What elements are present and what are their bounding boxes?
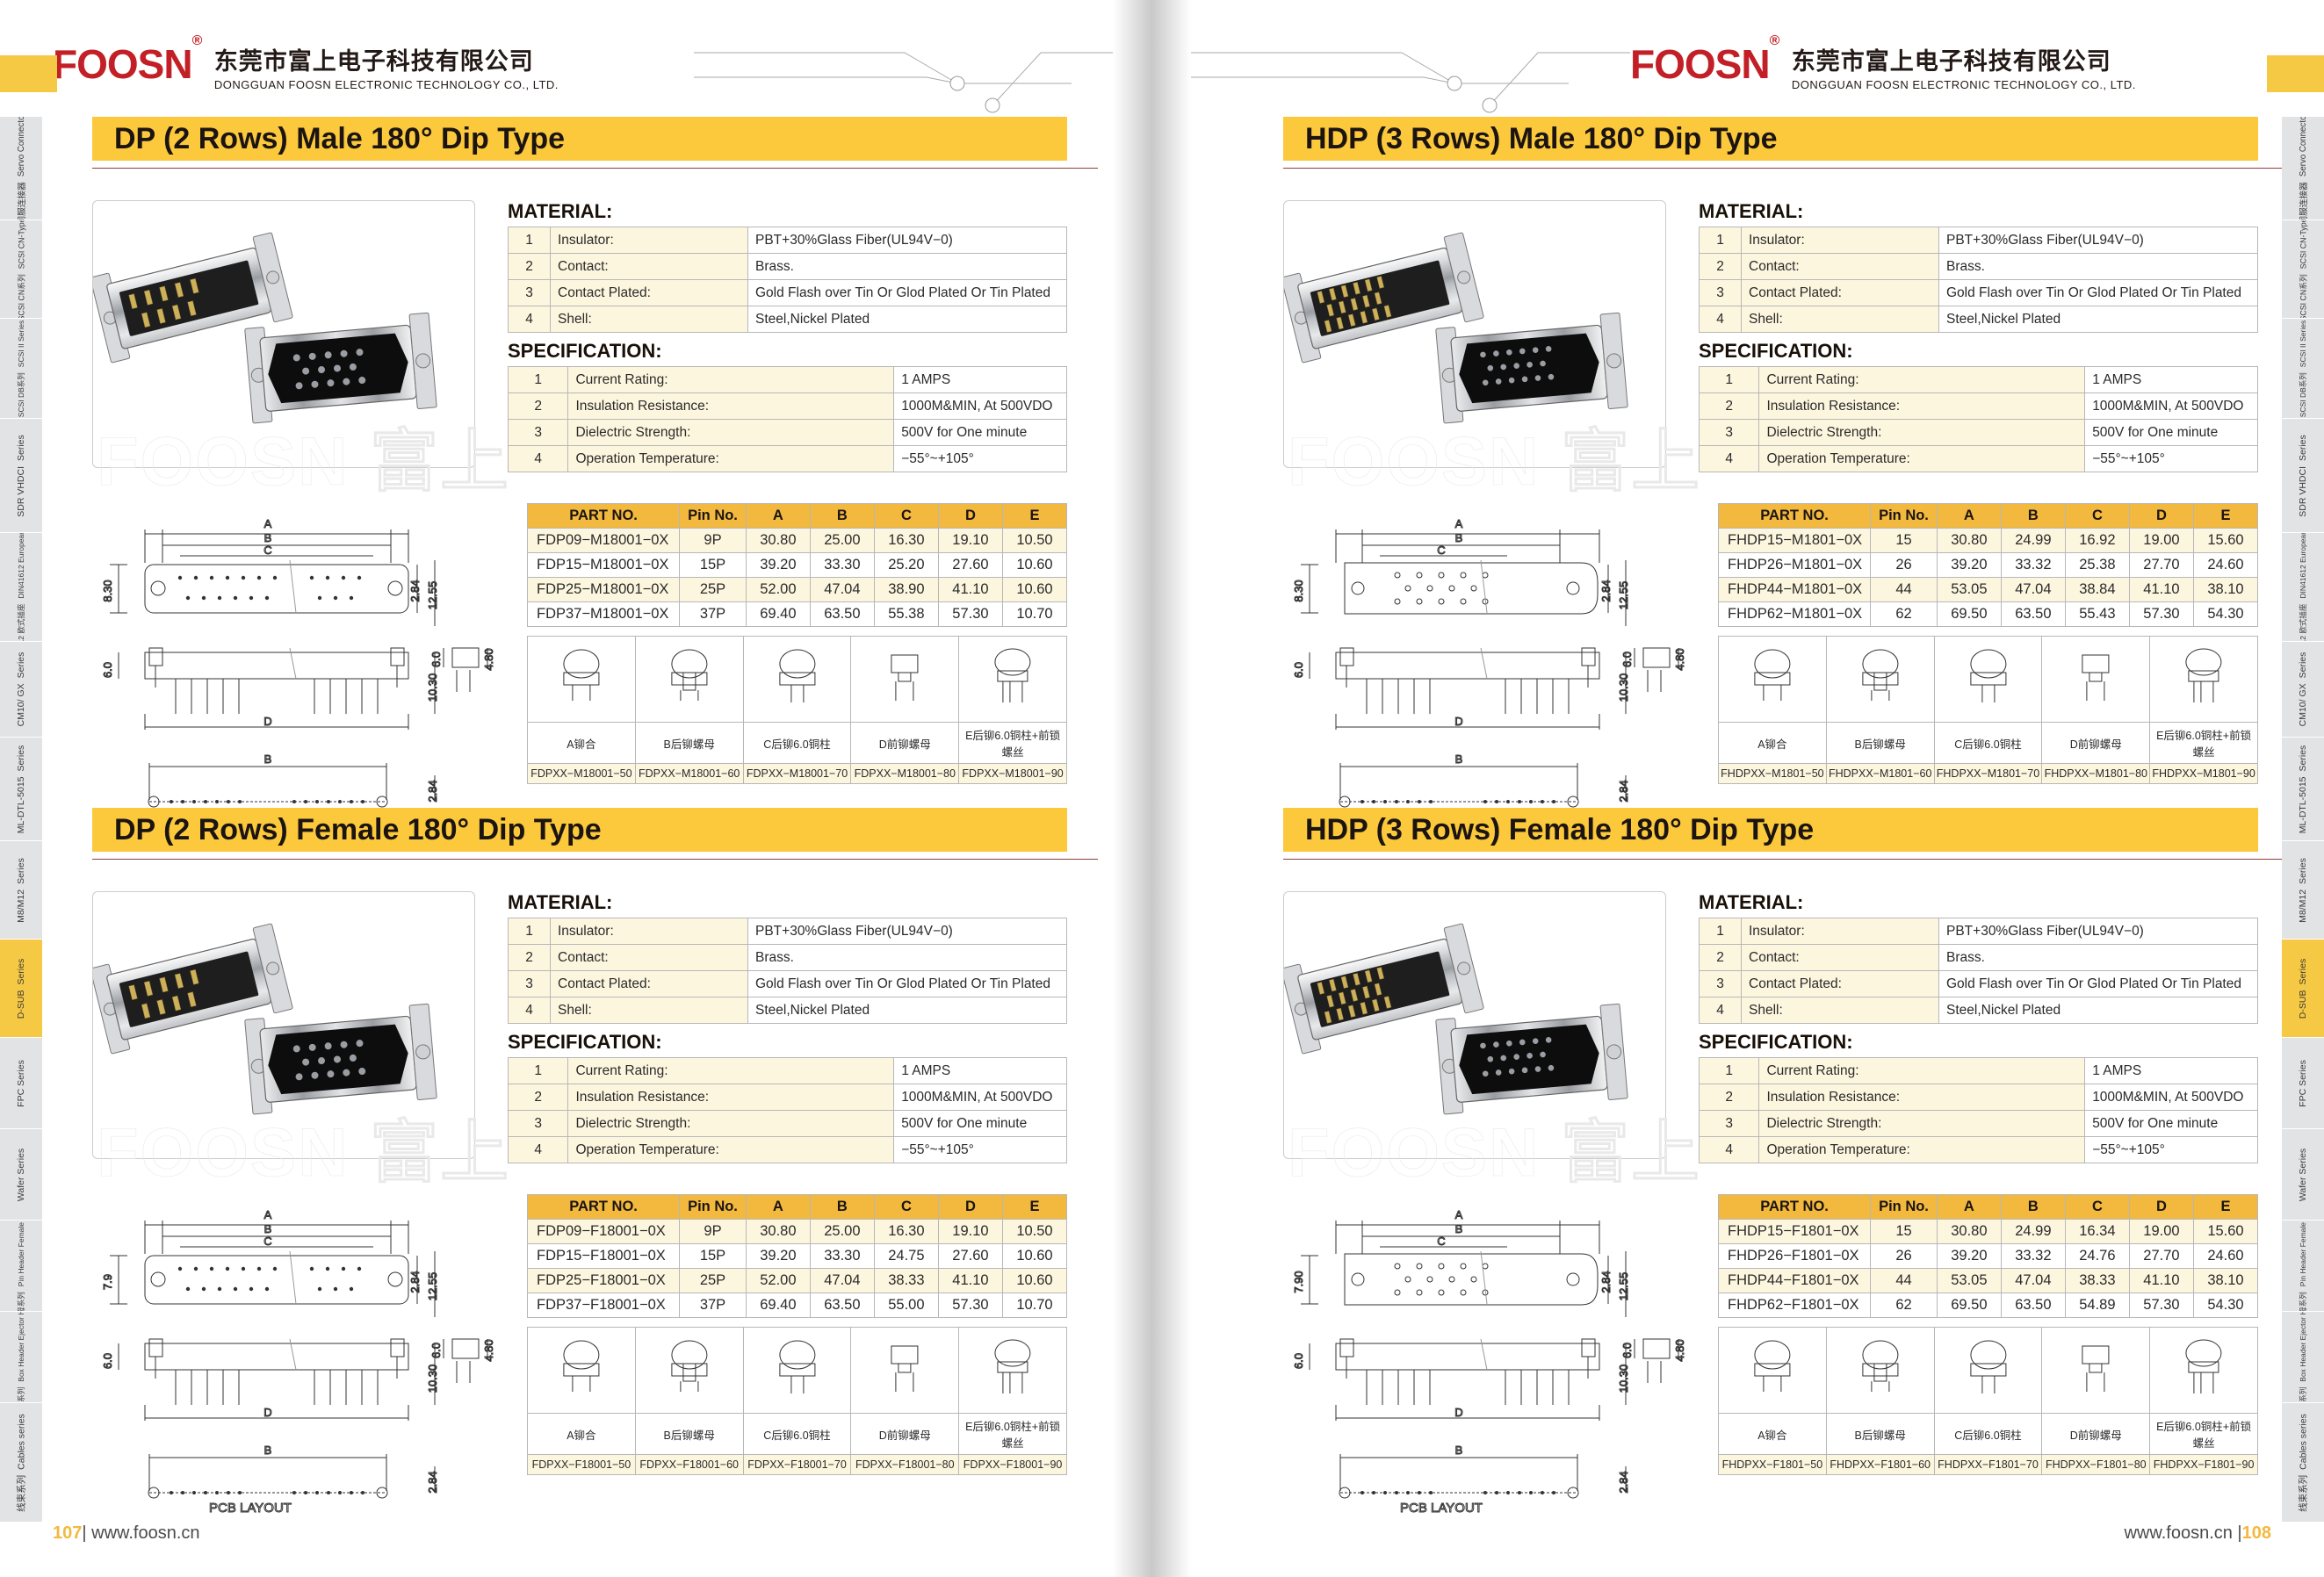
svg-text:2.84: 2.84 bbox=[426, 780, 439, 802]
svg-text:2.84: 2.84 bbox=[1617, 1471, 1630, 1493]
svg-text:4.80: 4.80 bbox=[482, 648, 495, 670]
svg-text:C: C bbox=[1437, 1235, 1445, 1248]
svg-text:6.0: 6.0 bbox=[1292, 662, 1305, 678]
svg-text:6.0: 6.0 bbox=[101, 662, 114, 678]
svg-text:2.84: 2.84 bbox=[1617, 780, 1630, 802]
svg-text:12.55: 12.55 bbox=[426, 581, 439, 610]
svg-text:4.80: 4.80 bbox=[482, 1339, 495, 1361]
svg-text:A: A bbox=[1455, 1208, 1463, 1221]
svg-text:6.0: 6.0 bbox=[1620, 1343, 1634, 1358]
svg-text:6.0: 6.0 bbox=[429, 652, 443, 667]
svg-text:12.55: 12.55 bbox=[1617, 581, 1630, 610]
svg-text:12.55: 12.55 bbox=[1617, 1272, 1630, 1301]
svg-text:B: B bbox=[264, 1444, 272, 1457]
svg-text:B: B bbox=[1455, 752, 1463, 766]
svg-text:7.90: 7.90 bbox=[1292, 1271, 1305, 1293]
svg-text:PCB LAYOUT: PCB LAYOUT bbox=[209, 1501, 292, 1516]
svg-text:D: D bbox=[1454, 1406, 1462, 1419]
svg-text:B: B bbox=[264, 752, 272, 766]
svg-text:6.0: 6.0 bbox=[1620, 652, 1634, 667]
svg-text:B: B bbox=[1455, 1444, 1463, 1457]
svg-text:10.30: 10.30 bbox=[1617, 673, 1630, 702]
svg-text:A: A bbox=[1455, 517, 1463, 530]
svg-text:4.80: 4.80 bbox=[1673, 1339, 1686, 1361]
svg-text:6.0: 6.0 bbox=[101, 1353, 114, 1369]
svg-text:4.80: 4.80 bbox=[1673, 648, 1686, 670]
svg-text:10.30: 10.30 bbox=[1617, 1365, 1630, 1393]
svg-text:C: C bbox=[263, 544, 271, 557]
svg-text:10.30: 10.30 bbox=[426, 1365, 439, 1393]
svg-text:D: D bbox=[263, 1406, 271, 1419]
svg-text:7.9: 7.9 bbox=[101, 1274, 114, 1290]
svg-text:12.55: 12.55 bbox=[426, 1272, 439, 1301]
svg-text:2.84: 2.84 bbox=[426, 1471, 439, 1493]
svg-text:2.84: 2.84 bbox=[1599, 580, 1613, 601]
svg-text:2.84: 2.84 bbox=[408, 1271, 422, 1293]
svg-text:C: C bbox=[263, 1235, 271, 1248]
svg-text:B: B bbox=[1455, 531, 1463, 544]
svg-text:8.30: 8.30 bbox=[101, 580, 114, 601]
svg-text:D: D bbox=[263, 715, 271, 728]
svg-text:6.0: 6.0 bbox=[429, 1343, 443, 1358]
svg-text:6.0: 6.0 bbox=[1292, 1353, 1305, 1369]
svg-text:B: B bbox=[1455, 1222, 1463, 1235]
svg-text:PCB LAYOUT: PCB LAYOUT bbox=[1400, 1501, 1483, 1516]
svg-text:A: A bbox=[264, 517, 272, 530]
svg-text:C: C bbox=[1437, 544, 1445, 557]
svg-text:2.84: 2.84 bbox=[1599, 1271, 1613, 1293]
svg-text:B: B bbox=[264, 531, 272, 544]
svg-text:A: A bbox=[264, 1208, 272, 1221]
svg-text:D: D bbox=[1454, 715, 1462, 728]
svg-text:10.30: 10.30 bbox=[426, 673, 439, 702]
svg-text:2.84: 2.84 bbox=[408, 580, 422, 601]
svg-text:B: B bbox=[264, 1222, 272, 1235]
svg-text:8.30: 8.30 bbox=[1292, 580, 1305, 601]
